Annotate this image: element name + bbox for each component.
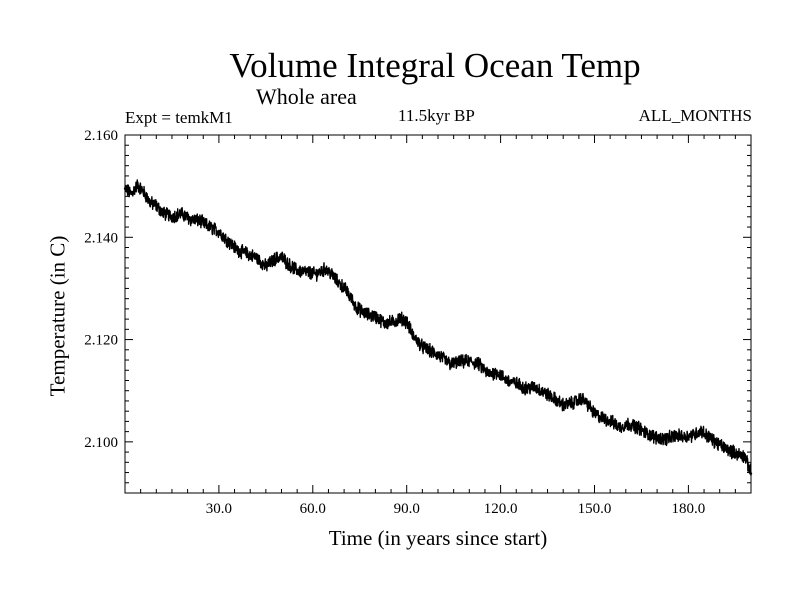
data-point: [734, 451, 737, 455]
data-point: [180, 212, 183, 215]
data-point: [349, 295, 352, 299]
data-point: [637, 426, 640, 429]
data-point: [355, 306, 358, 310]
data-point: [449, 362, 452, 366]
data-point: [280, 255, 283, 258]
data-point: [130, 192, 133, 196]
x-tick-label: 150.0: [578, 501, 612, 517]
data-point: [618, 425, 621, 429]
chart-title: Volume Integral Ocean Temp: [229, 46, 641, 85]
data-point: [189, 218, 192, 221]
experiment-label: Expt = temkM1: [125, 108, 233, 127]
data-point: [217, 229, 221, 233]
data-point: [342, 286, 346, 289]
data-point: [587, 403, 590, 407]
data-point: [198, 219, 202, 223]
data-point: [524, 386, 527, 390]
x-tick-label: 60.0: [300, 501, 326, 517]
data-point: [264, 265, 268, 268]
data-point: [552, 397, 556, 400]
data-point: [236, 248, 239, 252]
data-point: [411, 334, 415, 337]
data-point: [324, 267, 327, 271]
data-point: [170, 215, 174, 218]
series-line-monthly: [124, 179, 752, 476]
data-point: [374, 315, 377, 318]
months-label: ALL_MONTHS: [638, 106, 752, 125]
data-point: [392, 320, 396, 323]
data-point: [330, 272, 333, 276]
data-point: [608, 419, 612, 423]
data-point: [314, 272, 318, 276]
data-point: [724, 447, 728, 450]
data-point: [383, 322, 386, 325]
data-point: [699, 429, 703, 432]
period-label: 11.5kyr BP: [398, 106, 475, 125]
data-point: [155, 204, 158, 207]
data-point: [305, 270, 308, 274]
data-point: [477, 362, 480, 366]
data-point: [136, 183, 139, 187]
data-point: [715, 441, 718, 445]
data-point: [274, 257, 277, 260]
x-tick-label: 180.0: [672, 501, 706, 517]
data-point: [593, 412, 596, 415]
data-point: [543, 391, 546, 394]
data-point: [123, 187, 127, 190]
data-point: [646, 432, 649, 436]
data-point: [286, 262, 289, 266]
data-point: [255, 256, 258, 259]
data-point: [571, 401, 574, 405]
data-point: [421, 345, 424, 348]
data-point: [295, 269, 299, 272]
data-point: [599, 416, 602, 419]
data-point: [336, 281, 340, 284]
data-point: [148, 201, 152, 204]
data-point: [486, 372, 490, 376]
data-point: [496, 371, 499, 374]
chart-subtitle: Whole area: [256, 84, 357, 109]
data-point: [208, 225, 211, 229]
data-point: [515, 382, 518, 385]
data-point: [684, 435, 687, 438]
data-point: [505, 379, 509, 382]
data-point: [665, 437, 668, 440]
data-point: [562, 403, 565, 407]
data-point: [142, 191, 145, 194]
data-point: [439, 355, 443, 359]
data-point: [705, 434, 709, 437]
data-point: [627, 422, 631, 426]
data-point: [405, 320, 408, 323]
x-tick-label: 30.0: [206, 501, 232, 517]
y-tick-label: 2.160: [84, 128, 118, 144]
data-point: [655, 436, 659, 439]
data-point: [674, 434, 678, 437]
data-point: [743, 454, 746, 458]
data-point: [580, 397, 584, 400]
data-point: [364, 312, 368, 316]
data-point: [430, 350, 433, 354]
y-tick-label: 2.120: [84, 333, 118, 349]
data-point: [399, 316, 402, 320]
x-tick-label: 90.0: [394, 501, 420, 517]
x-axis-label: Time (in years since start): [328, 526, 548, 550]
data-point: [693, 432, 696, 436]
data-point: [749, 472, 753, 475]
y-tick-label: 2.140: [84, 230, 118, 246]
data-point: [245, 252, 249, 255]
data-point: [458, 360, 462, 364]
x-tick-label: 120.0: [484, 501, 518, 517]
data-point: [227, 240, 230, 243]
data-point: [468, 359, 471, 363]
data-point: [161, 211, 164, 214]
data-point: [533, 385, 537, 389]
y-tick-label: 2.100: [84, 435, 118, 451]
